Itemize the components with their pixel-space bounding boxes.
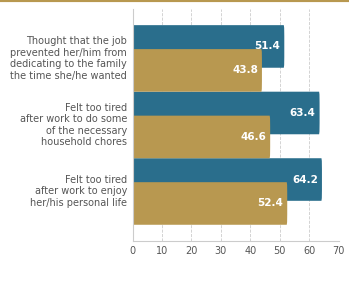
FancyBboxPatch shape <box>132 116 270 158</box>
Text: 51.4: 51.4 <box>254 41 280 51</box>
FancyBboxPatch shape <box>132 182 287 225</box>
Text: 43.8: 43.8 <box>232 65 258 75</box>
FancyBboxPatch shape <box>132 158 322 201</box>
FancyBboxPatch shape <box>132 25 284 68</box>
FancyBboxPatch shape <box>132 49 262 92</box>
FancyBboxPatch shape <box>132 92 320 134</box>
Text: 63.4: 63.4 <box>290 108 315 118</box>
Text: 46.6: 46.6 <box>240 132 266 142</box>
Text: 64.2: 64.2 <box>292 175 318 185</box>
Text: 52.4: 52.4 <box>257 199 283 208</box>
